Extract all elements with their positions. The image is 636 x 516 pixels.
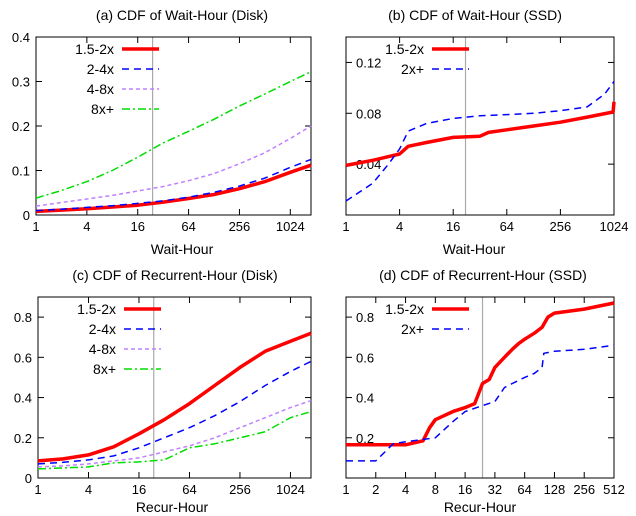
x-tick-label: 16 [458,482,472,497]
x-tick-label: 8 [432,482,439,497]
panel-c-title: (c) CDF of Recurrent-Hour (Disk) [72,267,277,283]
x-tick-label: 64 [500,219,514,234]
legend-label: 2x+ [401,61,424,77]
legend-label: 2x+ [401,321,424,337]
y-tick-label: 0.2 [356,431,374,446]
x-tick-label: 4 [402,482,409,497]
legend-label: 8x+ [93,361,116,377]
plot-frame [345,296,615,479]
y-tick-label: 0.08 [356,106,381,121]
legend-label: 1.5-2x [77,301,116,317]
y-tick-label: 0.2 [14,431,32,446]
y-tick-label: 0.1 [12,164,30,179]
x-tick-label: 4 [83,219,90,234]
x-tick-label: 1 [342,219,349,234]
plot-frame [35,36,312,216]
series-line-8x- [37,410,312,470]
series-line-1-5-2x [345,101,616,168]
y-tick-label: 0.8 [356,310,374,325]
plot-frame [37,296,312,479]
panel-a: (a) CDF of Wait-Hour (Disk) Wait-Hour 1 4… [12,7,312,257]
panel-d-title: (d) CDF of Recurrent-Hour (SSD) [379,267,587,283]
x-tick-label: 512 [603,482,625,497]
series-line-1-5-2x [35,163,312,214]
panel-b: (b) CDF of Wait-Hour (SSD) Wait-Hour 1 4 1… [342,7,628,257]
series-line-2x- [345,81,615,202]
series-line-1-5-2x [37,331,312,463]
y-tick-label: 0.12 [356,55,381,70]
x-tick-label: 16 [132,482,146,497]
x-tick-label: 64 [181,219,195,234]
series-line-1-5-2x [346,301,615,447]
x-tick-label: 1024 [276,219,305,234]
x-tick-label: 1 [342,482,349,497]
x-tick-label: 128 [544,482,566,497]
x-tick-label: 1024 [276,482,305,497]
legend-label: 1.5-2x [385,41,424,57]
y-tick-label: 0.2 [12,119,30,134]
panel-d-xlabel: Recur-Hour [444,499,517,515]
panel-a-title: (a) CDF of Wait-Hour (Disk) [96,7,268,23]
legend-label: 4-8x [87,81,114,97]
series-line-4-8x [35,125,312,207]
x-tick-label: 256 [229,482,251,497]
x-tick-label: 2 [372,482,379,497]
x-tick-label: 64 [517,482,531,497]
y-tick-label: 0.4 [12,30,30,45]
panel-b-title: (b) CDF of Wait-Hour (SSD) [388,7,562,23]
panel-c: (c) CDF of Recurrent-Hour (Disk) Recur-H… [14,267,312,515]
legend-label: 1.5-2x [75,41,114,57]
legend-label: 2-4x [87,61,114,77]
x-tick-label: 4 [85,482,92,497]
x-tick-label: 256 [573,482,595,497]
y-tick-label: 0.6 [356,350,374,365]
x-tick-label: 256 [550,219,572,234]
panel-a-xlabel: Wait-Hour [151,241,214,257]
legend-label: 4-8x [89,341,116,357]
y-tick-label: 0.4 [356,391,374,406]
x-tick-label: 64 [182,482,196,497]
x-tick-label: 256 [229,219,251,234]
panel-b-xlabel: Wait-Hour [443,241,506,257]
legend-label: 1.5-2x [385,301,424,317]
series-line-2x- [346,344,615,462]
y-tick-label: 0.4 [14,391,32,406]
legend-label: 8x+ [91,101,114,117]
y-tick-label: 0.8 [14,310,32,325]
y-tick-label: 0.6 [14,350,32,365]
panel-d: (d) CDF of Recurrent-Hour (SSD) Recur-Ho… [342,267,624,515]
x-tick-label: 16 [130,219,144,234]
y-tick-label: 0 [23,208,30,223]
x-tick-label: 16 [446,219,460,234]
x-tick-label: 1 [32,219,39,234]
y-tick-label: 0.3 [12,75,30,90]
x-tick-label: 4 [396,219,403,234]
x-tick-label: 32 [488,482,502,497]
series-line-4-8x [37,399,312,468]
panel-c-xlabel: Recur-Hour [136,499,209,515]
series-line-8x- [35,71,312,199]
y-tick-label: 0 [25,471,32,486]
legend-label: 2-4x [89,321,116,337]
plot-frame [345,36,615,216]
x-tick-label: 1 [34,482,41,497]
x-tick-label: 1024 [600,219,629,234]
